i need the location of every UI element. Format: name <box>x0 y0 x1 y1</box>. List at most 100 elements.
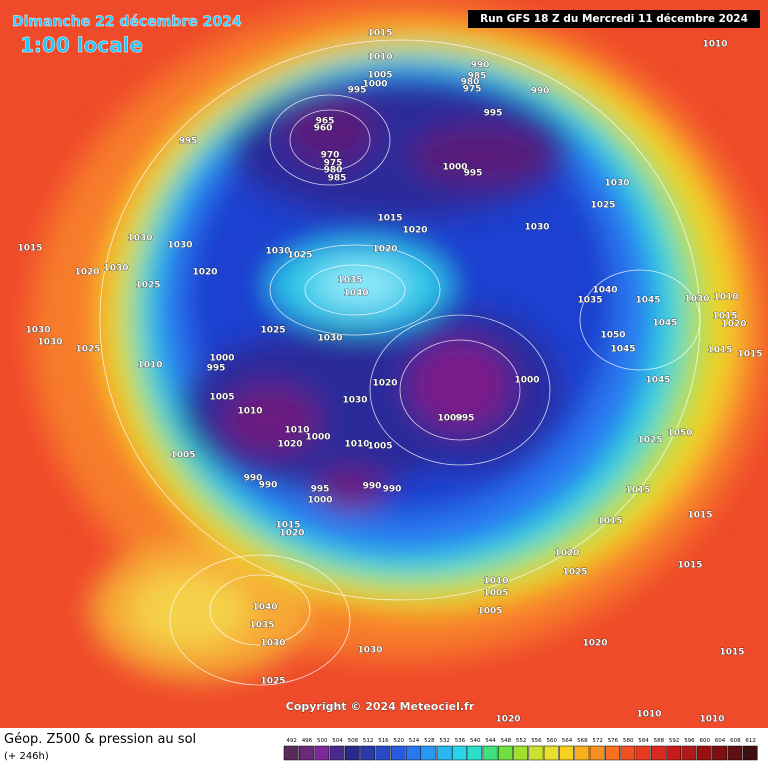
isobar-label: 1025 <box>562 568 587 578</box>
colorbar-swatch <box>360 745 376 761</box>
colorbar-label: 612 <box>745 738 756 744</box>
colorbar-swatch <box>467 745 483 761</box>
isobar-label: 1035 <box>577 296 602 306</box>
colorbar-swatch <box>497 745 513 761</box>
colorbar-swatch <box>482 745 498 761</box>
isobar-label: 1035 <box>249 621 274 631</box>
isobar-label: 995 <box>484 109 503 119</box>
colorbar-swatch <box>681 745 697 761</box>
colorbar-label: 572 <box>592 738 603 744</box>
colorbar-label: 520 <box>394 738 405 744</box>
colorbar-label: 556 <box>531 738 542 744</box>
run-info: Run GFS 18 Z du Mercredi 11 décembre 202… <box>480 13 748 25</box>
isobar-label: 1015 <box>17 244 42 254</box>
colorbar-label: 576 <box>608 738 619 744</box>
isobar-label: 1050 <box>667 429 692 439</box>
isobar-label: 1010 <box>367 53 392 63</box>
colorbar-swatch <box>650 745 666 761</box>
isobar-label: 1025 <box>260 677 285 687</box>
colorbar-label: 596 <box>684 738 695 744</box>
isobar-label: 995 <box>348 86 367 96</box>
isobar-label: 985 <box>468 72 487 82</box>
isobar-label: 1005 <box>170 451 195 461</box>
isobar-label: 1040 <box>343 289 368 299</box>
isobars <box>99 39 701 686</box>
isobar-label: 990 <box>383 485 402 495</box>
colorbar-swatch <box>574 745 590 761</box>
isobar-label: 1020 <box>495 715 520 725</box>
isobar-label: 1010 <box>636 710 661 720</box>
isobar-label: 1045 <box>652 319 677 329</box>
colorbar-label: 584 <box>638 738 649 744</box>
colorbar-swatch <box>543 745 559 761</box>
isobar-label: 990 <box>259 481 278 491</box>
z500-field <box>30 0 768 680</box>
colorbar-label: 592 <box>669 738 680 744</box>
colorbar-label: 516 <box>378 738 389 744</box>
isobar-label: 1020 <box>372 379 397 389</box>
colorbar-swatch <box>299 745 314 761</box>
isobar-label: 1010 <box>713 293 738 303</box>
colorbar-label: 492 <box>286 738 297 744</box>
colorbar-swatch <box>742 745 758 761</box>
isobar-label: 1000 <box>305 433 330 443</box>
isobar-label: 1010 <box>483 577 508 587</box>
isobar-label: 1010 <box>284 426 309 436</box>
isobar-label: 980 <box>461 78 480 88</box>
isobar-label: 1000 <box>307 496 332 506</box>
isobar-label: 1025 <box>590 201 615 211</box>
colorbar-swatch <box>528 745 544 761</box>
colorbar-label: 552 <box>516 738 527 744</box>
colorbar-label: 560 <box>547 738 558 744</box>
isobar-label: 970 <box>321 151 340 161</box>
colorbar-swatch <box>344 745 360 761</box>
isobar-label: 1005 <box>477 607 502 617</box>
isobar-label: 1025 <box>287 251 312 261</box>
colorbar-label: 508 <box>348 738 359 744</box>
isobar-label: 995 <box>311 485 330 495</box>
isobar-label: 995 <box>464 169 483 179</box>
isobar-label: 1000 <box>442 163 467 173</box>
isobar-label: 1030 <box>25 326 50 336</box>
colorbar-swatch <box>421 745 437 761</box>
isobar-label: 1020 <box>279 529 304 539</box>
colorbar-swatch <box>329 745 345 761</box>
isobar-label: 1015 <box>597 517 622 527</box>
isobar-label: 975 <box>324 159 343 169</box>
isobar-label: 1025 <box>135 281 160 291</box>
isobar-label: 1015 <box>707 346 732 356</box>
isobar-label: 1040 <box>592 286 617 296</box>
isobar-label: 965 <box>316 117 335 127</box>
isobar-label: 990 <box>471 61 490 71</box>
isobar-label: 980 <box>324 166 343 176</box>
colorbar-swatch <box>283 745 299 761</box>
isobar-label: 1020 <box>277 440 302 450</box>
isobar-label: 1015 <box>377 214 402 224</box>
isobar-label: 1020 <box>402 226 427 236</box>
isobar-label: 1030 <box>524 223 549 233</box>
forecast-time: 1:00 locale <box>20 33 143 57</box>
isobar-label: 1000 <box>437 414 462 424</box>
colorbar-label: 588 <box>654 738 665 744</box>
colorbar-label: 528 <box>424 738 435 744</box>
colorbar-label: 600 <box>700 738 711 744</box>
isobar-label: 1020 <box>554 549 579 559</box>
isobar-label: 1030 <box>317 334 342 344</box>
isobar-label: 1005 <box>209 393 234 403</box>
isobar-label: 990 <box>363 482 382 492</box>
isobar-label: 1015 <box>625 486 650 496</box>
colorbar-swatch <box>605 745 620 761</box>
colorbar: 492 496 500 504 508 512 516 520 524 528 532 536 540 5… <box>283 738 758 761</box>
isobar-label: 1025 <box>260 326 285 336</box>
colorbar-swatch <box>696 745 712 761</box>
isobar-label: 1030 <box>265 247 290 257</box>
isobar-label: 1030 <box>684 295 709 305</box>
colorbar-swatch <box>375 745 391 761</box>
colorbar-swatch <box>406 745 421 761</box>
copyright: Copyright © 2024 Meteociel.fr <box>286 700 475 713</box>
isobar-label: 1015 <box>275 521 300 531</box>
forecast-date: Dimanche 22 décembre 2024 <box>12 14 242 30</box>
